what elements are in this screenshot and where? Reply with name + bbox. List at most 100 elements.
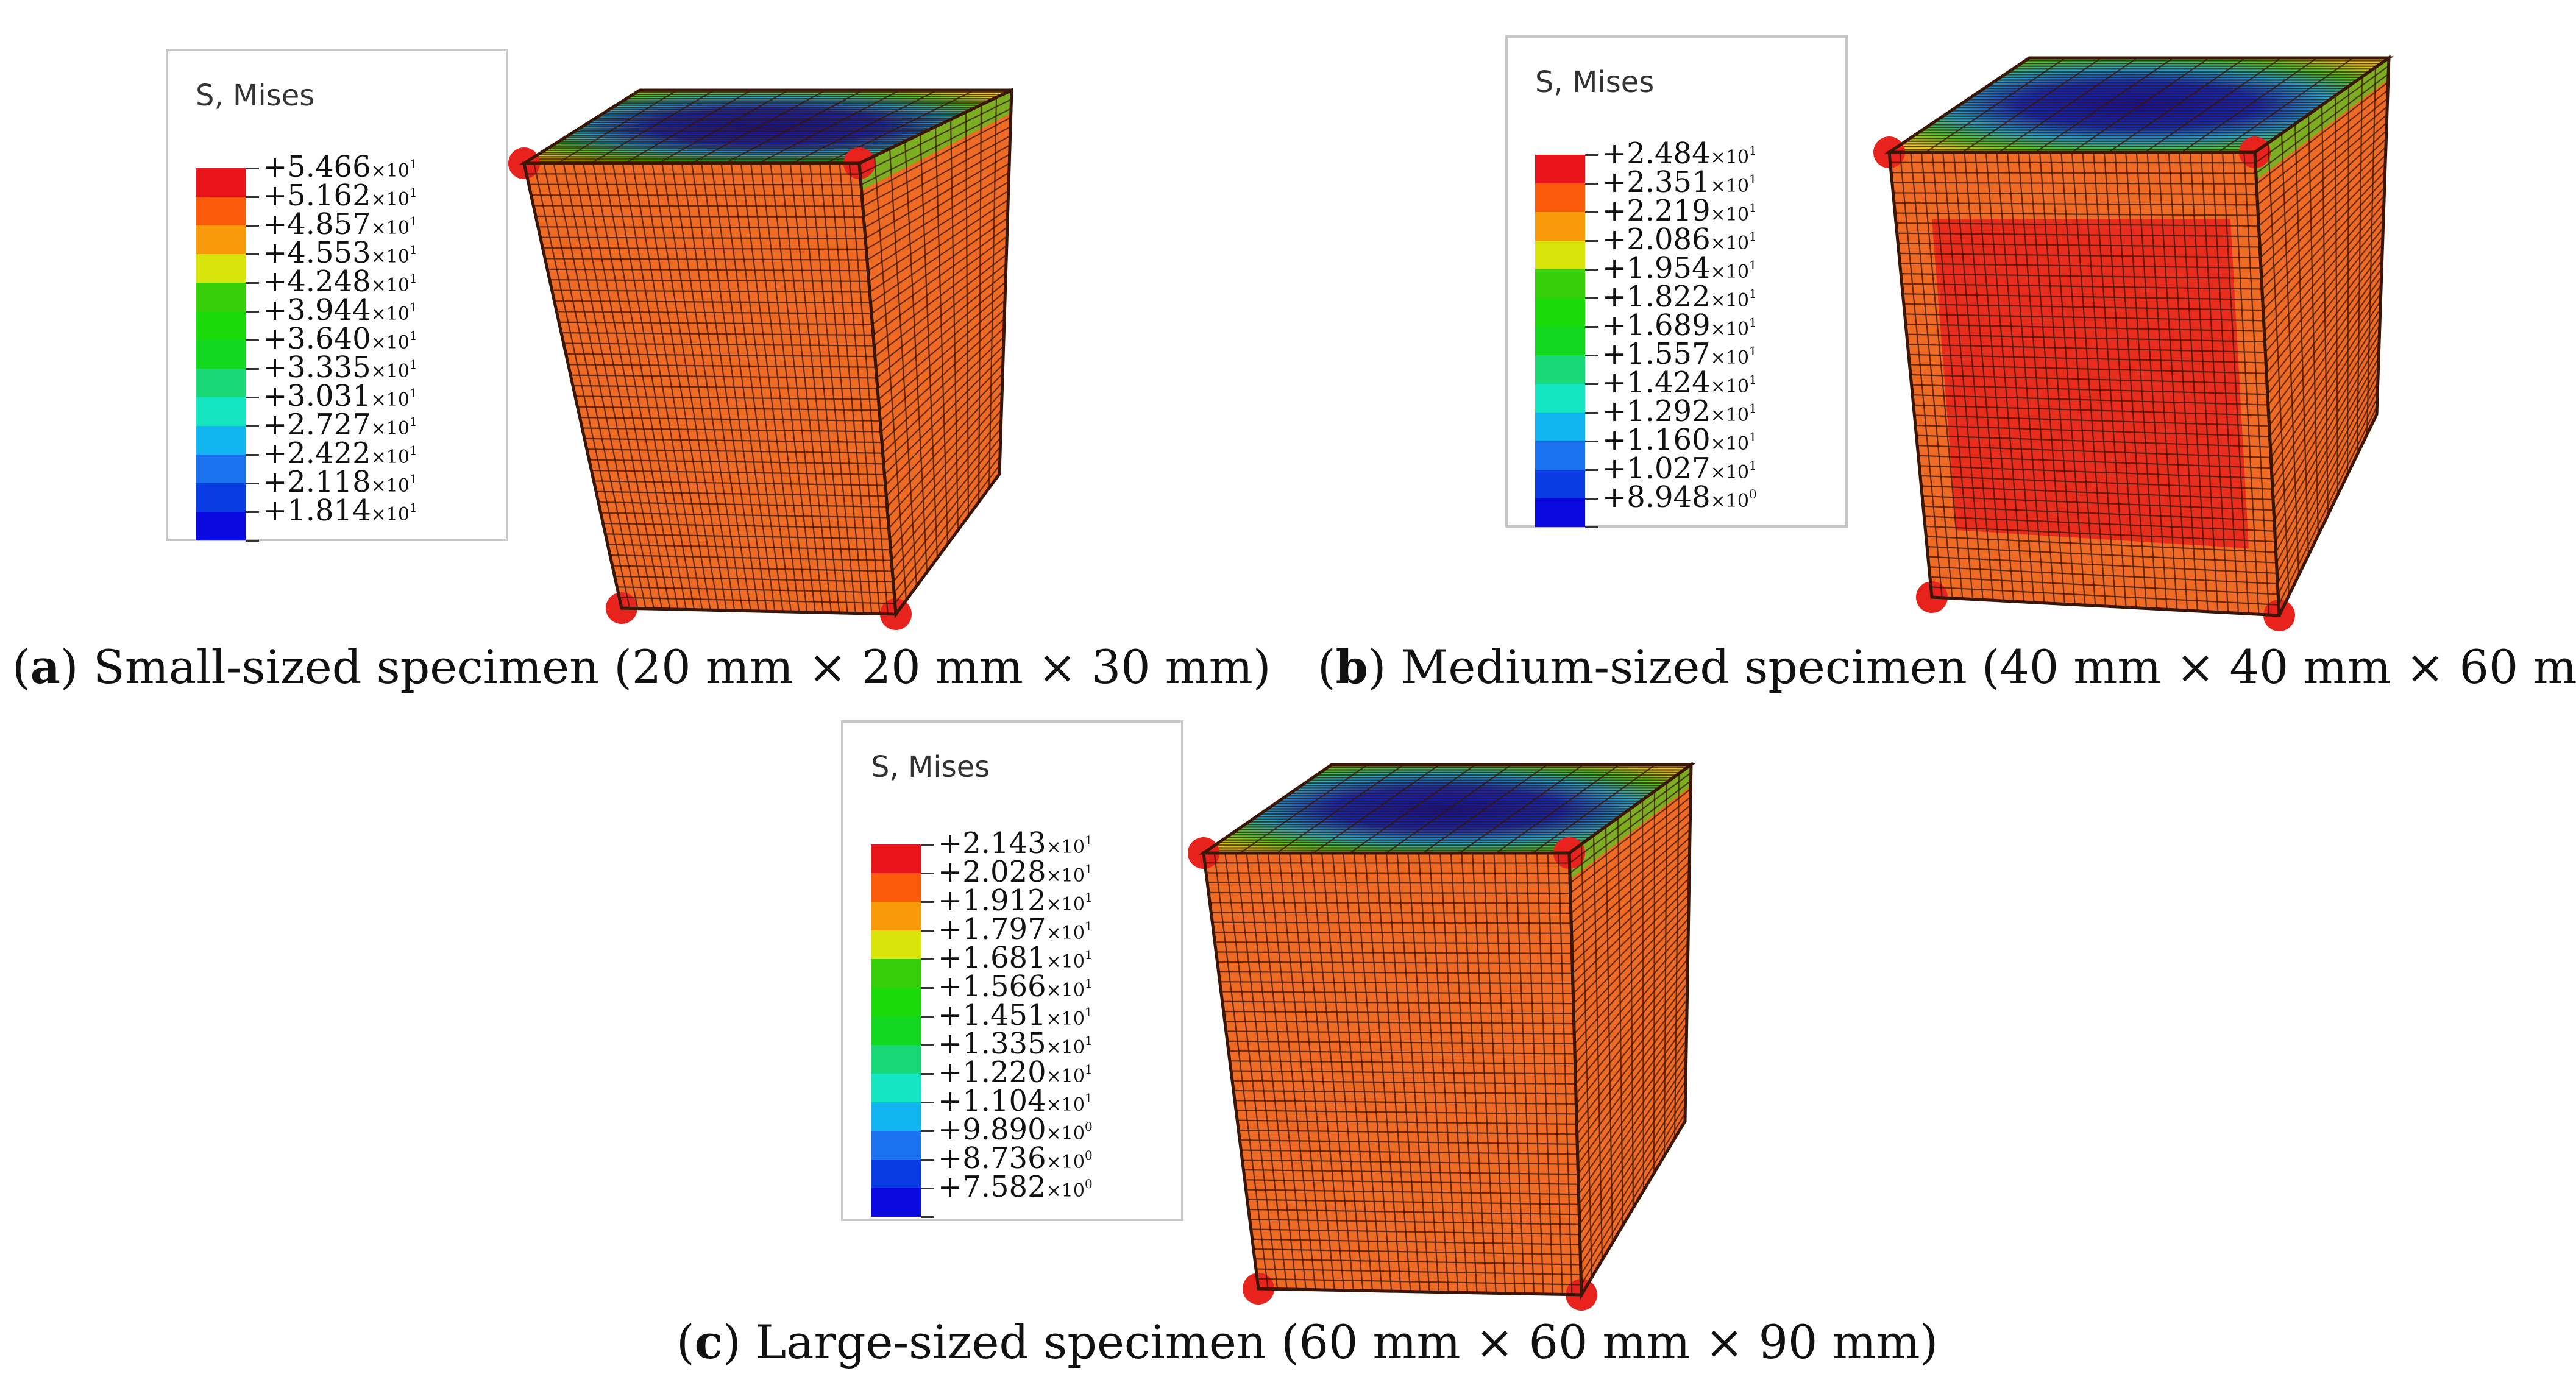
mesh-line xyxy=(2181,57,2318,153)
mesh-line xyxy=(614,575,893,583)
legend-tick xyxy=(921,1159,934,1161)
legend-tick xyxy=(921,1102,934,1103)
legend-tick xyxy=(246,339,259,341)
mesh-line xyxy=(582,427,881,433)
caption-text: Large-sized specimen (60 mm × 60 mm × 90… xyxy=(755,1315,1939,1369)
mesh-line xyxy=(876,272,1007,379)
mesh-line xyxy=(1248,1208,1580,1216)
mesh-line xyxy=(575,395,879,400)
legend-swatch xyxy=(196,283,246,311)
mesh-line xyxy=(1228,1050,1575,1055)
mesh-line xyxy=(552,289,870,293)
mesh-line xyxy=(1230,1070,1576,1075)
mesh-line xyxy=(533,205,863,207)
legend-value: +4.553×101 xyxy=(263,236,417,270)
mesh-line xyxy=(1218,971,1573,974)
legend-c: S, Mises +2.143×101 +2.028×101 +1.912×101 +… xyxy=(841,720,1183,1221)
mesh-line xyxy=(1926,545,2277,564)
legend-value: +1.104×101 xyxy=(938,1084,1093,1118)
legend-value: +2.422×101 xyxy=(263,436,417,470)
legend-swatch xyxy=(196,397,246,426)
mesh-line xyxy=(2256,82,2389,185)
legend-tick xyxy=(1585,297,1598,299)
mesh-line xyxy=(1226,1030,1575,1035)
legend-swatch xyxy=(1535,498,1585,527)
mesh-line xyxy=(1349,764,1476,854)
legend-value: +1.220×101 xyxy=(938,1055,1093,1089)
legend-swatch xyxy=(1535,327,1585,355)
mesh-line xyxy=(1571,845,1691,954)
mesh-line xyxy=(1257,1278,1581,1286)
mesh-line xyxy=(2273,325,2380,500)
mesh-line xyxy=(1210,902,1571,904)
mesh-line xyxy=(1929,566,2278,585)
mesh-line xyxy=(2276,374,2379,564)
mesh-line xyxy=(867,172,1010,261)
legend-tick xyxy=(921,901,934,903)
mesh-line xyxy=(758,90,901,164)
legend-value: +1.681×101 xyxy=(938,941,1093,975)
legend-swatch xyxy=(871,1045,921,1074)
mesh-line xyxy=(884,355,1004,475)
mesh-line xyxy=(584,437,882,444)
legend-tick xyxy=(246,425,259,427)
mesh-line xyxy=(1276,764,1404,854)
legend-swatch xyxy=(196,483,246,512)
mesh-line xyxy=(1221,991,1574,994)
mesh-line xyxy=(885,364,1004,486)
legend-swatch xyxy=(871,1188,921,1217)
mesh-line xyxy=(2269,284,2382,448)
top-outline xyxy=(1198,763,1696,855)
legend-swatch xyxy=(196,455,246,483)
mesh-line xyxy=(2267,244,2383,395)
mesh-line xyxy=(1895,212,2258,216)
legend-swatch xyxy=(1535,355,1585,384)
mesh-line xyxy=(580,417,881,422)
legend-swatch xyxy=(196,512,246,540)
mesh-line xyxy=(1931,586,2279,606)
mesh-line xyxy=(557,90,678,164)
mesh-line xyxy=(2271,300,2382,469)
mesh-grid xyxy=(1203,763,1692,854)
mesh-line xyxy=(559,321,873,325)
mesh-line xyxy=(2259,130,2387,248)
legend-tick xyxy=(921,987,934,989)
mesh-line xyxy=(2265,211,2385,353)
mesh-line xyxy=(566,353,875,358)
mesh-line xyxy=(2260,138,2387,258)
mesh-grid xyxy=(2254,57,2390,616)
legend-value: +2.118×101 xyxy=(263,465,417,499)
mesh-line xyxy=(589,459,884,465)
mesh-line xyxy=(594,480,885,486)
mesh-line xyxy=(1459,764,1584,854)
legend-title: S, Mises xyxy=(871,750,990,784)
mesh-line xyxy=(1249,1219,1580,1225)
mesh-line xyxy=(612,565,893,572)
legend-value: +9.890×100 xyxy=(938,1113,1093,1147)
mesh-line xyxy=(658,90,789,164)
mesh-line xyxy=(1924,515,2275,532)
mesh-line xyxy=(1254,1258,1581,1266)
mesh-line xyxy=(591,90,715,164)
mesh-line xyxy=(1216,951,1572,954)
legend-value: +3.640×101 xyxy=(263,322,417,356)
legend-tick xyxy=(246,311,259,313)
legend-swatch xyxy=(871,1074,921,1102)
mesh-line xyxy=(1570,829,1691,934)
legend-tick xyxy=(921,958,934,960)
legend-swatch xyxy=(1535,183,1585,212)
mesh-line xyxy=(1569,780,1692,874)
mesh-line xyxy=(893,455,1001,593)
legend-value: +1.797×101 xyxy=(938,912,1093,946)
mesh-line xyxy=(2277,389,2379,584)
mesh-line xyxy=(865,154,1010,239)
mesh-line xyxy=(869,199,1009,293)
mesh-line xyxy=(1215,941,1572,944)
mesh-line xyxy=(1919,465,2273,480)
legend-tick xyxy=(1585,240,1598,242)
mesh-line xyxy=(1240,1139,1578,1145)
mesh-line xyxy=(1223,1010,1574,1014)
legend-swatch xyxy=(871,844,921,873)
legend-tick xyxy=(921,1188,934,1189)
mesh-line xyxy=(1233,1089,1576,1095)
